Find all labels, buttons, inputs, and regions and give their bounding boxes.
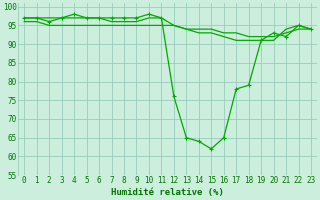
X-axis label: Humidité relative (%): Humidité relative (%) [111,188,224,197]
